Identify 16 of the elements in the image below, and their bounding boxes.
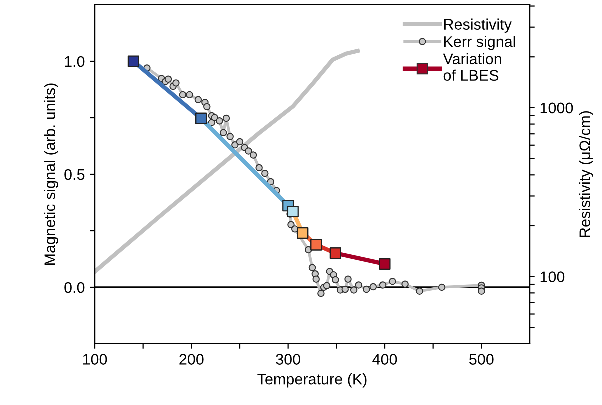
x-tick-label: 200 [180,354,204,365]
legend-label: Resistivity [444,18,512,33]
y2-tick-label: 100 [540,272,565,282]
x-tick-label: 500 [470,354,494,365]
x-axis-title: Temperature (K) [258,374,367,388]
y-tick-label: 1.0 [65,56,85,68]
legend-label: Kerr signal [444,36,516,50]
y-tick-label: 0.0 [64,282,85,294]
y-axis-title: Magnetic signal (arb. units) [44,84,58,265]
y-tick-label: 0.5 [64,169,85,180]
x-tick-label: 400 [372,354,398,365]
legend-label: Variation of LBES [443,53,502,82]
y2-tick-label: 1000 [540,102,574,114]
x-tick-label: 300 [276,354,300,365]
x-tick-label: 100 [83,354,108,365]
y2-axis-title: Resistivity (μΩ/cm) [579,111,594,238]
